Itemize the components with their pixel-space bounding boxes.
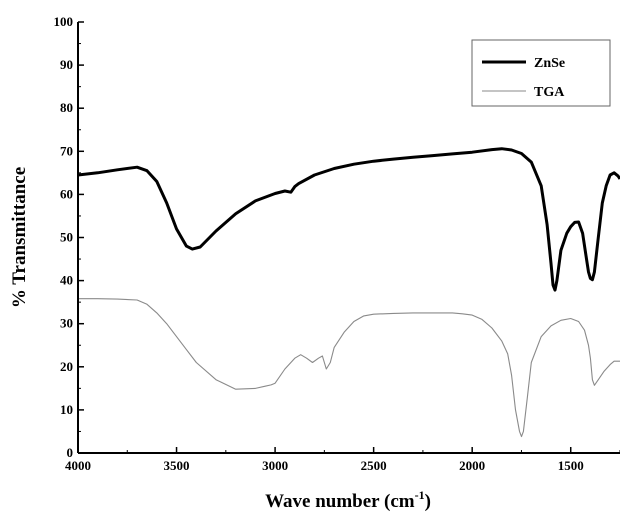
- y-tick-label: 100: [54, 14, 74, 29]
- legend: ZnSe TGA: [471, 39, 611, 107]
- plot-lines: [78, 147, 620, 438]
- series-line-tga: [78, 298, 620, 438]
- x-axis-title-sup: -1: [415, 488, 425, 502]
- y-tick-label: 30: [60, 316, 73, 331]
- series-line-znse: [78, 147, 620, 292]
- x-tick-label: 1500: [558, 458, 584, 473]
- y-tick-label: 20: [60, 359, 73, 374]
- y-tick-label: 10: [60, 402, 73, 417]
- x-axis-title-main: Wave number (cm: [265, 491, 415, 512]
- y-axis-title: % Transmittance: [9, 167, 30, 308]
- y-tick-label: 50: [60, 230, 73, 245]
- y-tick-label: 80: [60, 100, 73, 115]
- legend-box: [471, 39, 611, 107]
- x-axis-title: Wave number (cm-1): [265, 488, 431, 512]
- legend-label-znse: ZnSe: [534, 56, 565, 71]
- x-ticks: 4000 3500 3000 2500 2000 1500: [65, 447, 620, 473]
- legend-label-tga: TGA: [534, 85, 565, 100]
- y-ticks: 0 10 20 30 40 50 60 70 80 90 100: [54, 14, 84, 460]
- y-tick-label: 0: [67, 445, 74, 460]
- x-tick-label: 3000: [262, 458, 288, 473]
- x-tick-label: 2500: [361, 458, 387, 473]
- y-tick-label: 70: [60, 143, 73, 158]
- y-tick-label: 60: [60, 186, 73, 201]
- x-tick-label: 3500: [164, 458, 190, 473]
- x-axis-title-close: ): [425, 491, 431, 512]
- x-tick-label: 4000: [65, 458, 91, 473]
- y-tick-label: 40: [60, 273, 73, 288]
- x-tick-label: 2000: [459, 458, 485, 473]
- y-tick-label: 90: [60, 57, 73, 72]
